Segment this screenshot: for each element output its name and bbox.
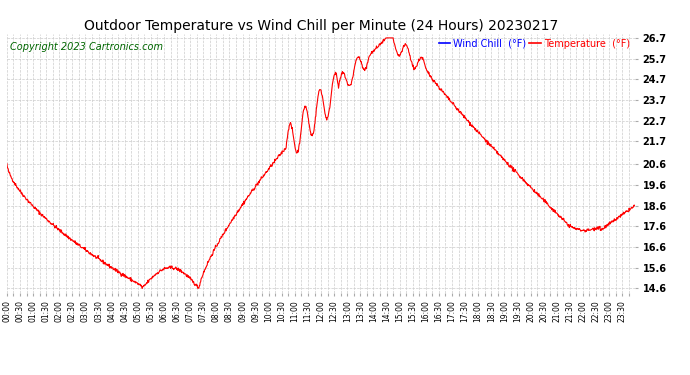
- Title: Outdoor Temperature vs Wind Chill per Minute (24 Hours) 20230217: Outdoor Temperature vs Wind Chill per Mi…: [83, 19, 558, 33]
- Legend: Wind Chill  (°F), Temperature  (°F): Wind Chill (°F), Temperature (°F): [439, 39, 630, 49]
- Text: Copyright 2023 Cartronics.com: Copyright 2023 Cartronics.com: [10, 42, 163, 51]
